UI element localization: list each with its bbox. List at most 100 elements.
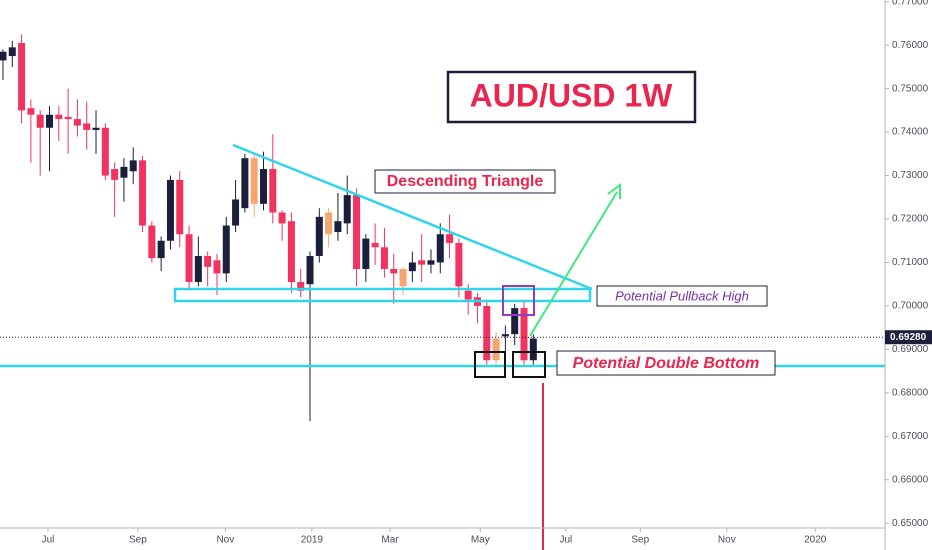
candle-body — [343, 195, 351, 224]
candle-body — [520, 308, 528, 361]
candle-body — [139, 160, 147, 226]
pullback-box — [502, 285, 535, 316]
annotation-box — [556, 350, 776, 376]
bottom-box — [512, 351, 546, 378]
candle-body — [73, 119, 81, 126]
candle-body — [241, 158, 249, 209]
candle-body — [446, 234, 454, 243]
y-tick-label: 0.66000 — [892, 474, 929, 485]
x-tick-label: Jul — [559, 535, 572, 546]
x-tick-label: Jul — [42, 535, 55, 546]
candle-body — [83, 123, 91, 130]
y-tick-label: 0.73000 — [892, 170, 929, 181]
candle-body — [464, 290, 472, 300]
candle-body — [222, 225, 230, 274]
candle-body — [334, 221, 342, 233]
candle-body — [297, 282, 305, 291]
candle-body — [325, 212, 333, 235]
candle-body — [483, 305, 491, 361]
candle-body — [287, 221, 295, 283]
candle-body — [213, 260, 221, 274]
candle-body — [269, 169, 277, 213]
x-tick-label: Sep — [631, 535, 649, 546]
candle-body — [92, 127, 100, 130]
candle-body — [120, 166, 128, 178]
candle-body — [148, 225, 156, 259]
candle-body — [362, 238, 370, 269]
y-tick-label: 0.71000 — [892, 257, 929, 268]
candle-body — [511, 308, 519, 335]
candle-body — [455, 242, 463, 287]
candle-body — [18, 43, 26, 111]
support-zone — [173, 287, 592, 303]
candle-body — [529, 338, 537, 361]
candle-body — [492, 338, 500, 361]
x-tick-label: Nov — [216, 535, 234, 546]
triangle-line — [232, 143, 593, 291]
candle-body — [194, 255, 202, 283]
title-box — [446, 70, 697, 124]
chart-title: AUD/USD 1W — [470, 77, 673, 113]
projection-arrow — [529, 191, 618, 337]
candle-body — [204, 255, 212, 267]
x-tick-label: 2019 — [301, 535, 324, 546]
last-price-box — [885, 330, 932, 345]
candle-body — [111, 169, 119, 180]
x-tick-label: 2020 — [804, 535, 827, 546]
annotation: Potential Double Bottom — [573, 355, 760, 372]
y-tick-label: 0.65000 — [892, 518, 929, 529]
candle-body — [390, 268, 398, 274]
candle-body — [8, 47, 16, 57]
candle-body — [380, 247, 388, 269]
candle-body — [129, 160, 137, 172]
candle-body — [176, 179, 184, 235]
y-tick-label: 0.67000 — [892, 431, 929, 442]
x-tick-label: Nov — [718, 535, 736, 546]
y-tick-label: 0.75000 — [892, 83, 929, 94]
candle-body — [166, 179, 174, 241]
candle-body — [157, 240, 165, 259]
annotation: Potential Pullback High — [615, 288, 749, 303]
annotation-box — [596, 285, 768, 307]
candle-body — [0, 51, 7, 61]
candle-body — [278, 212, 286, 224]
y-tick-label: 0.72000 — [892, 214, 929, 225]
candle-body — [185, 234, 193, 283]
candle-body — [418, 260, 426, 265]
annotation: Descending Triangle — [387, 173, 544, 190]
candle-body — [427, 260, 435, 265]
arrow-head — [607, 183, 621, 199]
candle-body — [27, 108, 35, 115]
candle-body — [101, 127, 109, 176]
candle-body — [45, 114, 53, 128]
y-tick-label: 0.77000 — [892, 0, 929, 7]
y-tick-label: 0.76000 — [892, 40, 929, 51]
candle-body — [64, 116, 72, 120]
bottom-box — [474, 351, 506, 378]
y-tick-label: 0.74000 — [892, 127, 929, 138]
last-price-label: 0.69280 — [890, 332, 927, 343]
candle-body — [36, 114, 44, 128]
y-tick-label: 0.69000 — [892, 344, 929, 355]
x-tick-label: Sep — [129, 535, 147, 546]
candle-body — [501, 334, 509, 337]
candle-body — [232, 199, 240, 226]
candle-body — [306, 255, 314, 285]
candle-body — [315, 216, 323, 256]
candle-body — [371, 242, 379, 248]
candle-body — [55, 114, 63, 120]
candle-body — [259, 169, 267, 204]
candle-body — [353, 195, 361, 269]
y-tick-label: 0.70000 — [892, 301, 929, 312]
candle-body — [399, 268, 407, 287]
x-tick-label: Mar — [381, 535, 399, 546]
annotation-box — [374, 169, 556, 194]
candle-body — [250, 158, 258, 204]
candle-body — [436, 234, 444, 263]
y-tick-label: 0.68000 — [892, 387, 929, 398]
candle-body — [408, 262, 416, 272]
candles — [0, 34, 537, 422]
x-tick-label: May — [471, 535, 490, 546]
